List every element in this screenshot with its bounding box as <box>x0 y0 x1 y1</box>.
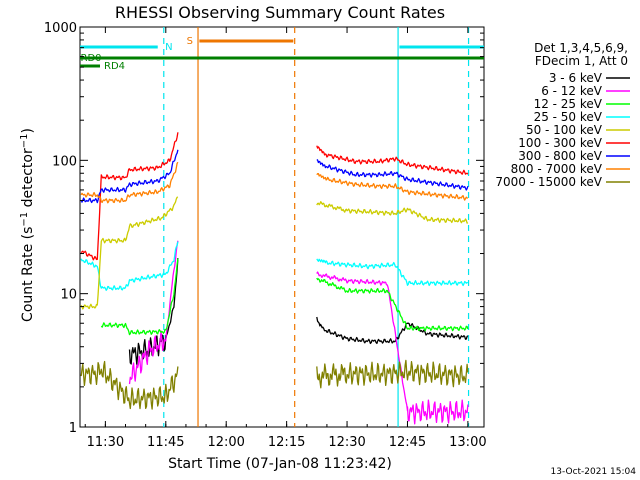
x-axis-label: Start Time (07-Jan-08 11:23:42) <box>168 456 392 472</box>
y-tick-label-1: 10 <box>60 288 77 303</box>
y-axis-label-sup2: −1 <box>19 134 30 149</box>
legend-label-5: 100 - 300 keV <box>518 136 602 150</box>
y-axis-label-end: ) <box>20 128 36 133</box>
x-tick-label-5: 12:45 <box>389 435 426 450</box>
x-tick-label-6: 13:00 <box>449 435 486 450</box>
series-1-segment-1 <box>316 271 469 425</box>
x-tick-label-2: 12:00 <box>207 435 244 450</box>
legend-label-3: 25 - 50 keV <box>534 110 603 124</box>
series-8-segment-1 <box>316 359 469 389</box>
series-0-segment-1 <box>316 316 469 345</box>
legend-header-line-2: FDecim 1, Att 0 <box>535 54 628 68</box>
legend-label-8: 7000 - 15000 keV <box>495 175 602 189</box>
series-4-segment-1 <box>316 201 469 224</box>
y-tick-label-0: 1 <box>69 421 77 436</box>
flag-label-n: N <box>165 42 172 53</box>
y-axis-label-mid: detector <box>20 148 36 212</box>
chart-title: RHESSI Observing Summary Count Rates <box>115 3 445 22</box>
generation-timestamp: 13-Oct-2021 15:04 <box>551 467 637 477</box>
series-3-segment-1 <box>316 258 469 287</box>
flag-label-rd0: RD0 <box>81 53 102 64</box>
series-6-segment-0 <box>80 149 179 204</box>
legend-label-7: 800 - 7000 keV <box>511 162 603 176</box>
y-axis-label: Count Rate (s−1 detector−1) <box>19 128 37 322</box>
flag-label-rd4: RD4 <box>104 61 125 72</box>
data-series <box>80 132 469 425</box>
legend-label-0: 3 - 6 keV <box>549 71 603 85</box>
legend-label-4: 50 - 100 keV <box>526 123 603 137</box>
x-tick-label-1: 11:45 <box>147 435 184 450</box>
x-tick-label-4: 12:30 <box>328 435 365 450</box>
x-tick-label-3: 12:15 <box>268 435 305 450</box>
y-axis-label-main: Count Rate (s <box>20 227 36 322</box>
series-3-segment-0 <box>80 241 179 291</box>
legend-label-1: 6 - 12 keV <box>541 84 603 98</box>
plot-area <box>79 26 485 428</box>
y-axis-label-sup1: −1 <box>19 212 30 227</box>
series-4-segment-0 <box>80 196 179 310</box>
series-2-segment-1 <box>316 277 469 332</box>
legend-label-6: 300 - 800 keV <box>518 149 602 163</box>
series-7-segment-1 <box>316 172 468 201</box>
y-tick-label-3: 1000 <box>44 21 77 36</box>
series-5-segment-1 <box>316 145 469 175</box>
axes: 11:30 11:45 12:00 12:15 12:30 12:45 13:00 1 10 10… <box>44 21 487 450</box>
legend-header-line-1: Det 1,3,4,5,6,9, <box>534 41 628 55</box>
series-2-segment-0 <box>100 258 179 336</box>
legend: Det 1,3,4,5,6,9, FDecim 1, Att 0 3 - 6 k… <box>495 41 630 189</box>
legend-label-2: 12 - 25 keV <box>534 97 603 111</box>
series-7-segment-0 <box>80 161 179 204</box>
plot-frame <box>79 26 485 428</box>
series-5-segment-0 <box>80 132 179 261</box>
y-tick-label-2: 100 <box>52 154 77 169</box>
x-tick-label-0: 11:30 <box>87 435 124 450</box>
series-6-segment-1 <box>316 159 469 191</box>
time-markers <box>163 27 470 427</box>
flag-label-s: S <box>187 36 193 47</box>
series-1-segment-0 <box>128 240 179 385</box>
series-8-segment-0 <box>80 360 179 410</box>
